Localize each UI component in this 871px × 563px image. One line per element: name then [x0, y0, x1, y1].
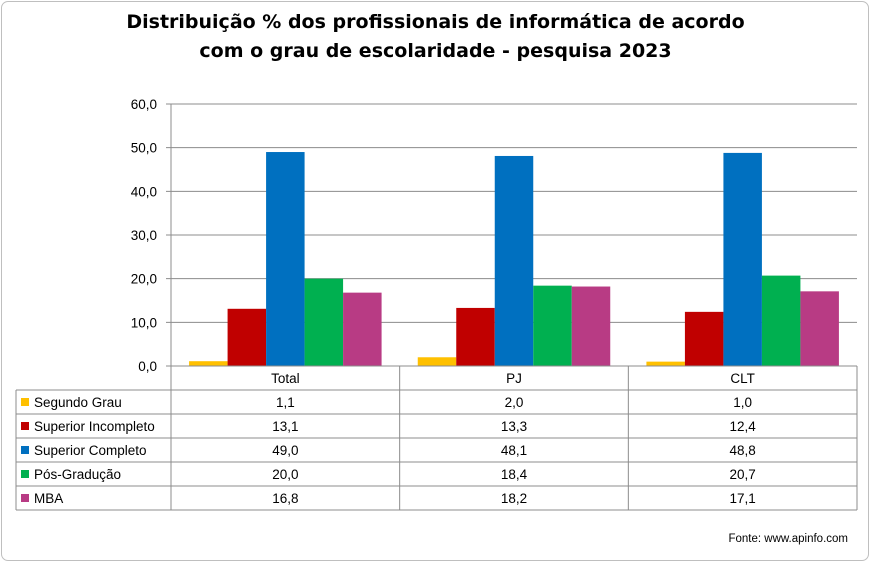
legend-label: Superior Completo: [34, 443, 147, 458]
bar: [571, 286, 611, 366]
data-table-value: 13,1: [272, 419, 298, 434]
x-category-label: Total: [271, 371, 300, 386]
bar: [494, 155, 534, 366]
x-category-label: PJ: [506, 371, 522, 386]
legend-key: [21, 422, 29, 430]
y-tick-label: 10,0: [131, 315, 157, 330]
data-table-value: 20,0: [272, 467, 298, 482]
legend-key: [21, 446, 29, 454]
data-table-value: 20,7: [730, 467, 756, 482]
chart-title: Distribuição % dos profissionais de info…: [0, 8, 871, 66]
bar: [266, 152, 305, 366]
data-table-value: 18,4: [501, 467, 528, 482]
data-table-value: 49,0: [272, 443, 298, 458]
y-tick-label: 40,0: [131, 184, 157, 199]
legend-key: [21, 398, 29, 406]
chart-title-line-2: com o grau de escolaridade - pesquisa 20…: [199, 40, 672, 62]
bar: [533, 285, 572, 366]
x-category-label: CLT: [730, 371, 755, 386]
bar: [343, 292, 382, 366]
y-tick-label: 50,0: [131, 141, 157, 156]
data-table-value: 13,3: [501, 419, 527, 434]
legend-label: Segundo Grau: [34, 395, 122, 410]
legend-label: MBA: [34, 491, 63, 506]
data-table-value: 48,1: [501, 443, 527, 458]
bar: [456, 307, 495, 366]
legend-key: [21, 494, 29, 502]
chart-title-line-1: Distribuição % dos profissionais de info…: [126, 11, 745, 33]
legend-label: Pós-Gradução: [34, 467, 121, 482]
data-table-value: 1,1: [276, 395, 295, 410]
data-table-value: 17,1: [730, 491, 756, 506]
bar: [800, 291, 839, 366]
bar: [761, 275, 801, 366]
bar: [723, 152, 762, 366]
source-note: Fonte: www.apinfo.com: [728, 533, 848, 545]
bar: [189, 361, 228, 366]
data-table-value: 16,8: [272, 491, 298, 506]
data-table-value: 1,0: [733, 395, 752, 410]
data-table-value: 48,8: [730, 443, 756, 458]
y-tick-label: 30,0: [131, 228, 157, 243]
data-table-value: 2,0: [505, 395, 524, 410]
data-table-value: 12,4: [730, 419, 757, 434]
legend-key: [21, 470, 29, 478]
bar: [684, 311, 724, 366]
bar: [417, 357, 457, 366]
y-tick-label: 20,0: [131, 272, 157, 287]
y-tick-label: 0,0: [138, 359, 157, 374]
bar: [227, 308, 267, 366]
bar: [304, 278, 344, 366]
bar: [646, 361, 685, 366]
y-tick-label: 60,0: [131, 97, 157, 112]
data-table-value: 18,2: [501, 491, 527, 506]
legend-label: Superior Incompleto: [34, 419, 155, 434]
